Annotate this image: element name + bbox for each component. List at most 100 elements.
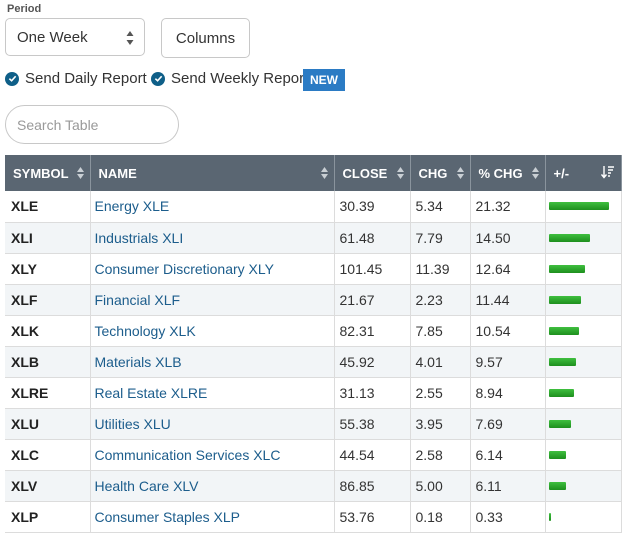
table-row: XLV Health Care XLV 86.85 5.00 6.11	[5, 470, 622, 502]
header-pct-chg[interactable]: % CHG	[470, 155, 546, 191]
change-bar-cell	[545, 284, 622, 316]
new-badge: NEW	[303, 69, 345, 91]
change-bar-cell	[545, 253, 622, 285]
change-bar	[548, 326, 579, 335]
chg-cell: 11.39	[410, 253, 471, 285]
chg-cell: 7.79	[410, 222, 471, 254]
pct-chg-cell: 0.33	[470, 501, 546, 533]
name-link[interactable]: Consumer Staples XLP	[90, 501, 335, 533]
change-bar	[548, 264, 585, 273]
sort-icon	[531, 167, 539, 179]
change-bar-cell	[545, 470, 622, 502]
name-link[interactable]: Utilities XLU	[90, 408, 335, 440]
name-link[interactable]: Health Care XLV	[90, 470, 335, 502]
header-plus-minus[interactable]: +/-	[545, 155, 622, 191]
symbol-cell: XLK	[5, 315, 91, 347]
close-cell: 44.54	[334, 439, 411, 471]
close-cell: 45.92	[334, 346, 411, 378]
name-link[interactable]: Materials XLB	[90, 346, 335, 378]
table-row: XLY Consumer Discretionary XLY 101.45 11.39…	[5, 253, 622, 285]
symbol-cell: XLV	[5, 470, 91, 502]
change-bar	[548, 388, 574, 397]
pct-chg-cell: 6.11	[470, 470, 546, 502]
change-bar-cell	[545, 439, 622, 471]
chg-cell: 4.01	[410, 346, 471, 378]
change-bar	[548, 202, 609, 211]
change-bar-cell	[545, 408, 622, 440]
chg-cell: 7.85	[410, 315, 471, 347]
pct-chg-cell: 10.54	[470, 315, 546, 347]
sort-desc-icon	[600, 166, 614, 179]
symbol-cell: XLP	[5, 501, 91, 533]
sector-table: SYMBOL NAME CLOSE CHG % CHG +/- XLE Energ…	[5, 155, 622, 533]
send-weekly-report-label: Send Weekly Report	[171, 70, 309, 87]
close-cell: 86.85	[334, 470, 411, 502]
symbol-cell: XLF	[5, 284, 91, 316]
table-row: XLC Communication Services XLC 44.54 2.58 6.…	[5, 439, 622, 471]
period-select[interactable]: One Week	[5, 18, 145, 56]
check-circle-icon	[5, 71, 19, 86]
sort-icon	[456, 167, 464, 179]
symbol-cell: XLE	[5, 191, 91, 223]
chg-cell: 0.18	[410, 501, 471, 533]
send-daily-report-label: Send Daily Report	[25, 70, 147, 87]
header-chg[interactable]: CHG	[410, 155, 471, 191]
change-bar	[548, 419, 571, 428]
chg-cell: 5.34	[410, 191, 471, 223]
table-row: XLK Technology XLK 82.31 7.85 10.54	[5, 315, 622, 347]
change-bar-cell	[545, 191, 622, 223]
pct-chg-cell: 21.32	[470, 191, 546, 223]
pct-chg-cell: 6.14	[470, 439, 546, 471]
table-row: XLRE Real Estate XLRE 31.13 2.55 8.94	[5, 377, 622, 409]
name-link[interactable]: Consumer Discretionary XLY	[90, 253, 335, 285]
change-bar	[548, 295, 581, 304]
name-link[interactable]: Communication Services XLC	[90, 439, 335, 471]
header-close[interactable]: CLOSE	[334, 155, 411, 191]
table-row: XLI Industrials XLI 61.48 7.79 14.50	[5, 222, 622, 254]
name-link[interactable]: Financial XLF	[90, 284, 335, 316]
close-cell: 31.13	[334, 377, 411, 409]
close-cell: 30.39	[334, 191, 411, 223]
sort-icon	[320, 167, 328, 179]
name-link[interactable]: Technology XLK	[90, 315, 335, 347]
close-cell: 55.38	[334, 408, 411, 440]
name-link[interactable]: Energy XLE	[90, 191, 335, 223]
select-arrows-icon	[126, 31, 134, 45]
table-row: XLU Utilities XLU 55.38 3.95 7.69	[5, 408, 622, 440]
change-bar-cell	[545, 222, 622, 254]
pct-chg-cell: 12.64	[470, 253, 546, 285]
change-bar-cell	[545, 315, 622, 347]
close-cell: 53.76	[334, 501, 411, 533]
change-bar-cell	[545, 377, 622, 409]
symbol-cell: XLY	[5, 253, 91, 285]
send-daily-report-toggle[interactable]: Send Daily Report	[5, 70, 147, 87]
chg-cell: 2.58	[410, 439, 471, 471]
change-bar-cell	[545, 501, 622, 533]
send-weekly-report-toggle[interactable]: Send Weekly Report	[151, 70, 308, 87]
symbol-cell: XLRE	[5, 377, 91, 409]
chg-cell: 3.95	[410, 408, 471, 440]
pct-chg-cell: 9.57	[470, 346, 546, 378]
table-row: XLF Financial XLF 21.67 2.23 11.44	[5, 284, 622, 316]
change-bar	[548, 512, 551, 521]
change-bar	[548, 233, 590, 242]
sort-icon	[76, 167, 84, 179]
header-symbol[interactable]: SYMBOL	[5, 155, 91, 191]
name-link[interactable]: Industrials XLI	[90, 222, 335, 254]
change-bar	[548, 450, 566, 459]
pct-chg-cell: 7.69	[470, 408, 546, 440]
check-circle-icon	[151, 71, 165, 86]
close-cell: 21.67	[334, 284, 411, 316]
close-cell: 61.48	[334, 222, 411, 254]
symbol-cell: XLU	[5, 408, 91, 440]
header-name[interactable]: NAME	[90, 155, 335, 191]
table-row: XLP Consumer Staples XLP 53.76 0.18 0.33	[5, 501, 622, 533]
pct-chg-cell: 8.94	[470, 377, 546, 409]
symbol-cell: XLB	[5, 346, 91, 378]
period-label: Period	[7, 3, 42, 15]
name-link[interactable]: Real Estate XLRE	[90, 377, 335, 409]
pct-chg-cell: 11.44	[470, 284, 546, 316]
change-bar	[548, 357, 576, 366]
columns-button[interactable]: Columns	[161, 18, 250, 58]
search-table-input[interactable]	[5, 105, 179, 144]
